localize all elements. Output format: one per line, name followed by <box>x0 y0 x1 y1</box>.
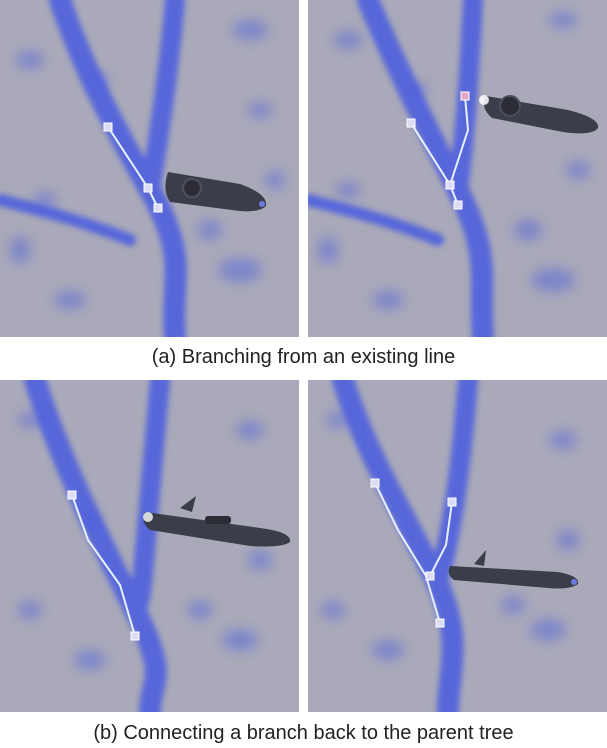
panel-b-left <box>0 380 299 712</box>
neurite <box>24 380 170 712</box>
trace-nodes <box>406 91 470 210</box>
vr-scene-b-right <box>308 380 607 712</box>
vr-controller <box>165 172 267 212</box>
panel-a-right <box>308 0 607 337</box>
caption-a: (a) Branching from an existing line <box>151 346 456 368</box>
panel-a-left <box>0 0 299 337</box>
trace-nodes <box>103 122 163 213</box>
vr-controller <box>479 95 599 134</box>
background-blobs <box>10 20 285 309</box>
background-blobs <box>321 412 580 660</box>
trace-line <box>71 494 136 637</box>
vr-controller <box>448 550 579 589</box>
trace-nodes <box>67 490 140 641</box>
background-blobs <box>18 412 272 670</box>
vr-scene-a-right <box>308 0 607 337</box>
caption-b: (b) Connecting a branch back to the pare… <box>93 722 514 744</box>
panel-b-right <box>308 380 607 712</box>
trace-nodes <box>370 478 457 628</box>
trace-line <box>374 482 453 624</box>
vr-scene-a-left <box>0 0 299 337</box>
vr-scene-b-left <box>0 380 299 712</box>
vr-controller <box>143 496 291 547</box>
